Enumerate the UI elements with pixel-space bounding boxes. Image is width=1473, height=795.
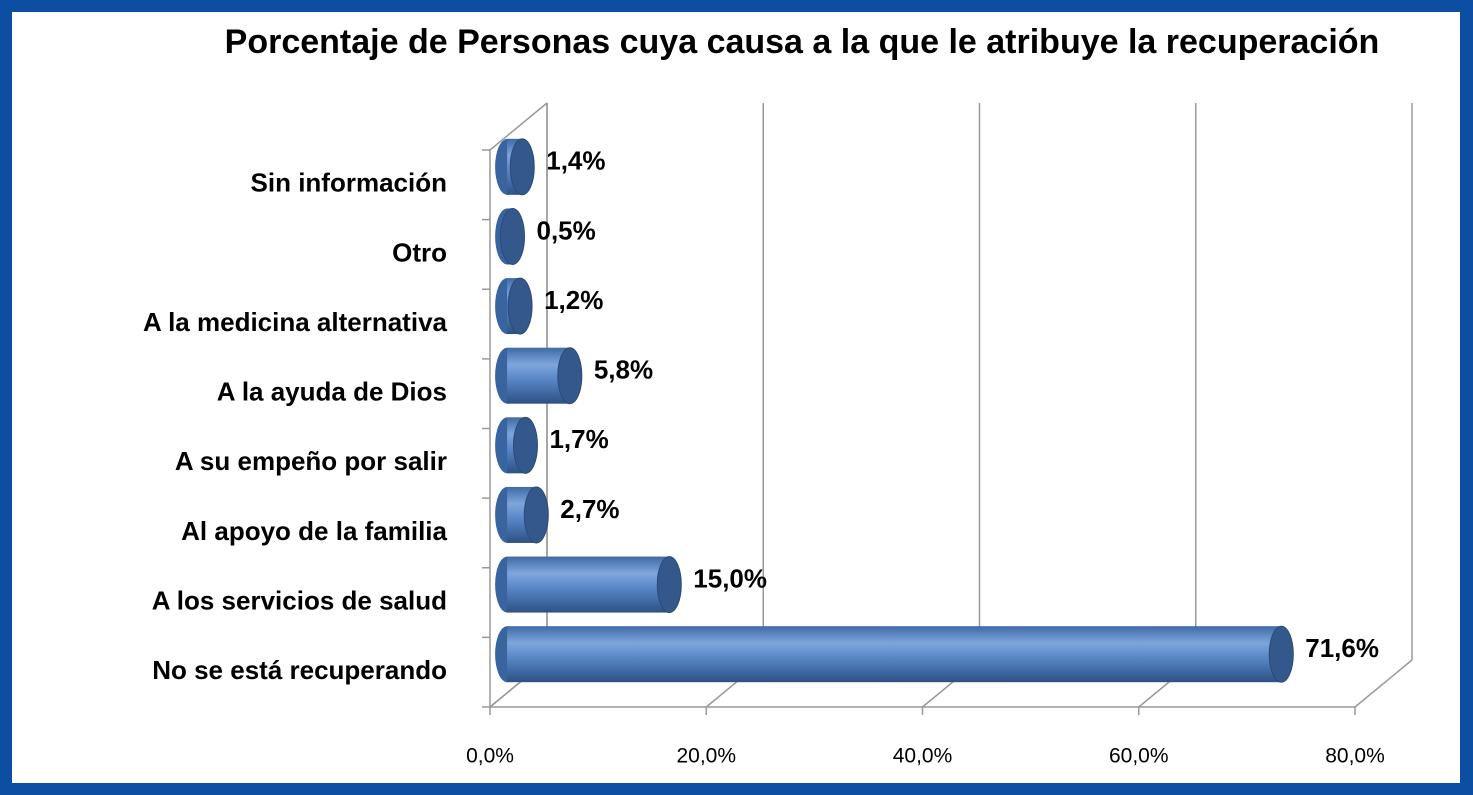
y-tick-label: Otro: [392, 237, 447, 267]
y-tick-label: No se está recuperando: [152, 655, 447, 685]
x-tick-label: 80,0%: [1325, 745, 1385, 768]
y-tick-label: Al apoyo de la familia: [181, 516, 447, 546]
chart-title: Porcentaje de Personas cuya causa a la q…: [224, 23, 1380, 61]
value-label: 1,2%: [544, 285, 603, 315]
x-tick-label: 40,0%: [893, 745, 953, 768]
bar-cap: [512, 416, 538, 474]
value-label: 15,0%: [693, 563, 767, 593]
bar-cap: [523, 486, 549, 544]
axis-frame: [489, 102, 548, 151]
bar: [507, 626, 1282, 683]
y-tick-label: A los servicios de salud: [152, 585, 447, 615]
y-tick-label: A la medicina alternativa: [143, 307, 447, 337]
value-label: 1,7%: [549, 424, 608, 454]
value-label: 5,8%: [594, 355, 653, 385]
y-tick-label: Sin información: [251, 168, 447, 198]
floor-line: [1354, 659, 1413, 708]
bar-cap: [507, 277, 533, 335]
x-tick-label: 60,0%: [1109, 745, 1169, 768]
value-label: 2,7%: [560, 494, 619, 524]
x-tick-label: 0,0%: [466, 745, 514, 768]
value-label: 71,6%: [1305, 633, 1379, 663]
bar-cap: [509, 138, 535, 196]
x-tick-label: 20,0%: [676, 745, 736, 768]
value-label: 0,5%: [537, 215, 596, 245]
bar: [507, 556, 670, 613]
bar-cap: [1268, 625, 1294, 683]
y-tick-label: A su empeño por salir: [175, 446, 447, 476]
bar-cap: [500, 207, 526, 265]
bar-cap: [656, 556, 682, 614]
y-tick-label: A la ayuda de Dios: [217, 377, 447, 407]
value-label: 1,4%: [546, 146, 605, 176]
bar-cap: [557, 347, 583, 405]
